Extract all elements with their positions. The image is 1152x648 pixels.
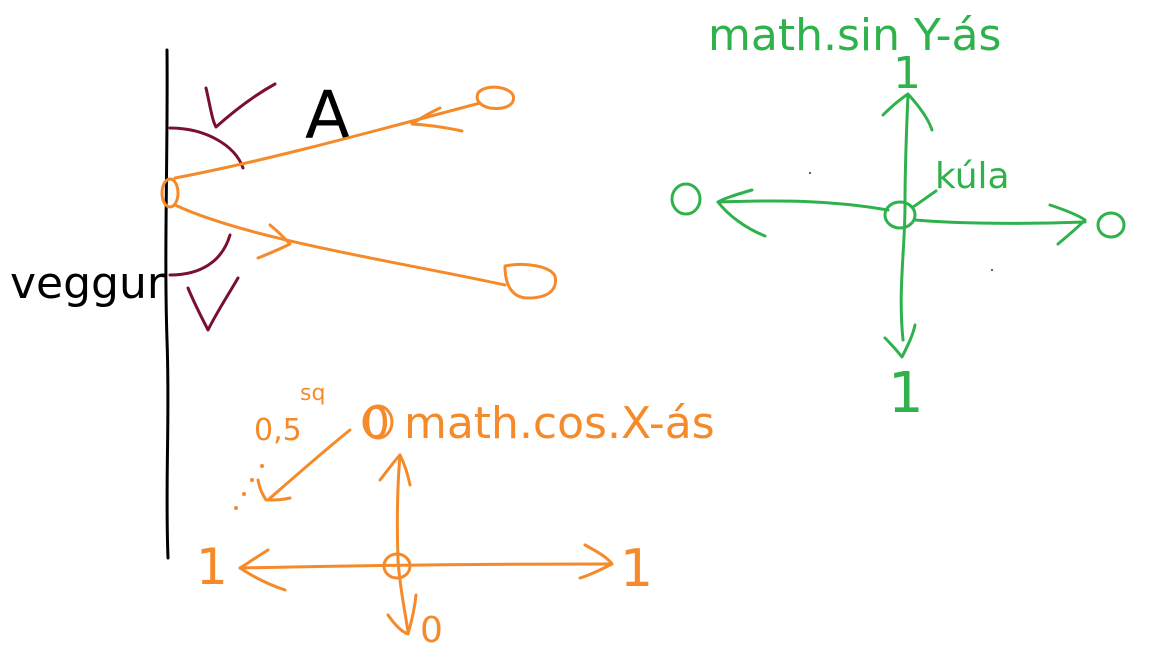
cos-diagonal-line	[266, 428, 352, 502]
wall-label: veggur	[10, 258, 166, 309]
cos-diagram	[238, 404, 614, 636]
cos-vertical-axis	[395, 453, 410, 634]
angle-marks	[168, 82, 277, 332]
sin-left-axis	[716, 199, 890, 212]
speck	[809, 172, 811, 174]
wall-ball	[160, 177, 180, 209]
sin-title: math.sin Y-ás	[708, 10, 1001, 61]
sin-up-arrowhead	[881, 92, 934, 132]
upper-check-mark	[204, 82, 277, 129]
incoming-line	[173, 101, 482, 180]
sin-vertical-axis	[899, 93, 910, 342]
cos-right-arrowhead	[578, 543, 614, 580]
cos-labels: 0 math.cos.X-ás 0,5 sq 1 1 0	[196, 381, 715, 648]
cos-center-ball	[382, 552, 412, 580]
cos-title: 0 math.cos.X-ás	[362, 398, 715, 449]
cos-diagonal-label: 0,5	[254, 413, 302, 448]
cos-bottom-label: 0	[420, 610, 443, 648]
cos-dot	[234, 506, 238, 510]
cos-left-label: 1	[196, 538, 228, 596]
wall-group: veggur A	[10, 48, 350, 560]
cos-right-label: 1	[620, 539, 653, 599]
sin-right-zero-circle	[1096, 211, 1126, 239]
cos-left-arrowhead	[238, 548, 287, 592]
sin-diagram	[670, 92, 1126, 359]
cos-horizontal-axis	[238, 562, 614, 570]
sin-center-ball	[883, 200, 917, 230]
lower-check-mark	[186, 276, 240, 332]
cos-top-zero-circle	[362, 404, 394, 440]
sin-right-axis	[913, 218, 1087, 225]
outgoing-line	[173, 203, 507, 287]
sin-top-label: 1	[893, 48, 921, 99]
angle-label: A	[305, 77, 350, 154]
sin-right-arrowhead	[1048, 203, 1087, 246]
sin-labels: math.sin Y-ás kúla 1 1	[708, 10, 1010, 426]
cos-dot	[242, 492, 246, 496]
cos-diagonal-arrowhead	[256, 478, 292, 502]
cos-dots	[234, 464, 264, 510]
upper-angle-arc	[168, 126, 245, 170]
cos-dot	[250, 478, 254, 482]
upper-ball	[475, 85, 515, 110]
bounce-path	[160, 85, 558, 300]
sin-down-arrowhead	[883, 323, 917, 359]
cos-up-arrowhead	[378, 453, 412, 487]
cos-down-arrowhead	[386, 593, 418, 636]
ball-pointer	[911, 189, 938, 209]
stray-specks	[809, 172, 993, 271]
sin-left-zero-circle	[670, 182, 702, 216]
speck	[991, 269, 993, 271]
wall-line	[164, 48, 170, 560]
lower-angle-arc	[168, 233, 232, 277]
incoming-arrowhead	[410, 106, 464, 133]
cos-diagonal-superscript: sq	[300, 381, 325, 406]
sin-left-arrowhead	[716, 188, 767, 238]
cos-dot	[260, 464, 264, 468]
lower-ball	[503, 262, 558, 300]
outgoing-arrowhead	[256, 223, 292, 260]
sin-bottom-label: 1	[888, 361, 924, 426]
ball-label: kúla	[935, 156, 1010, 197]
